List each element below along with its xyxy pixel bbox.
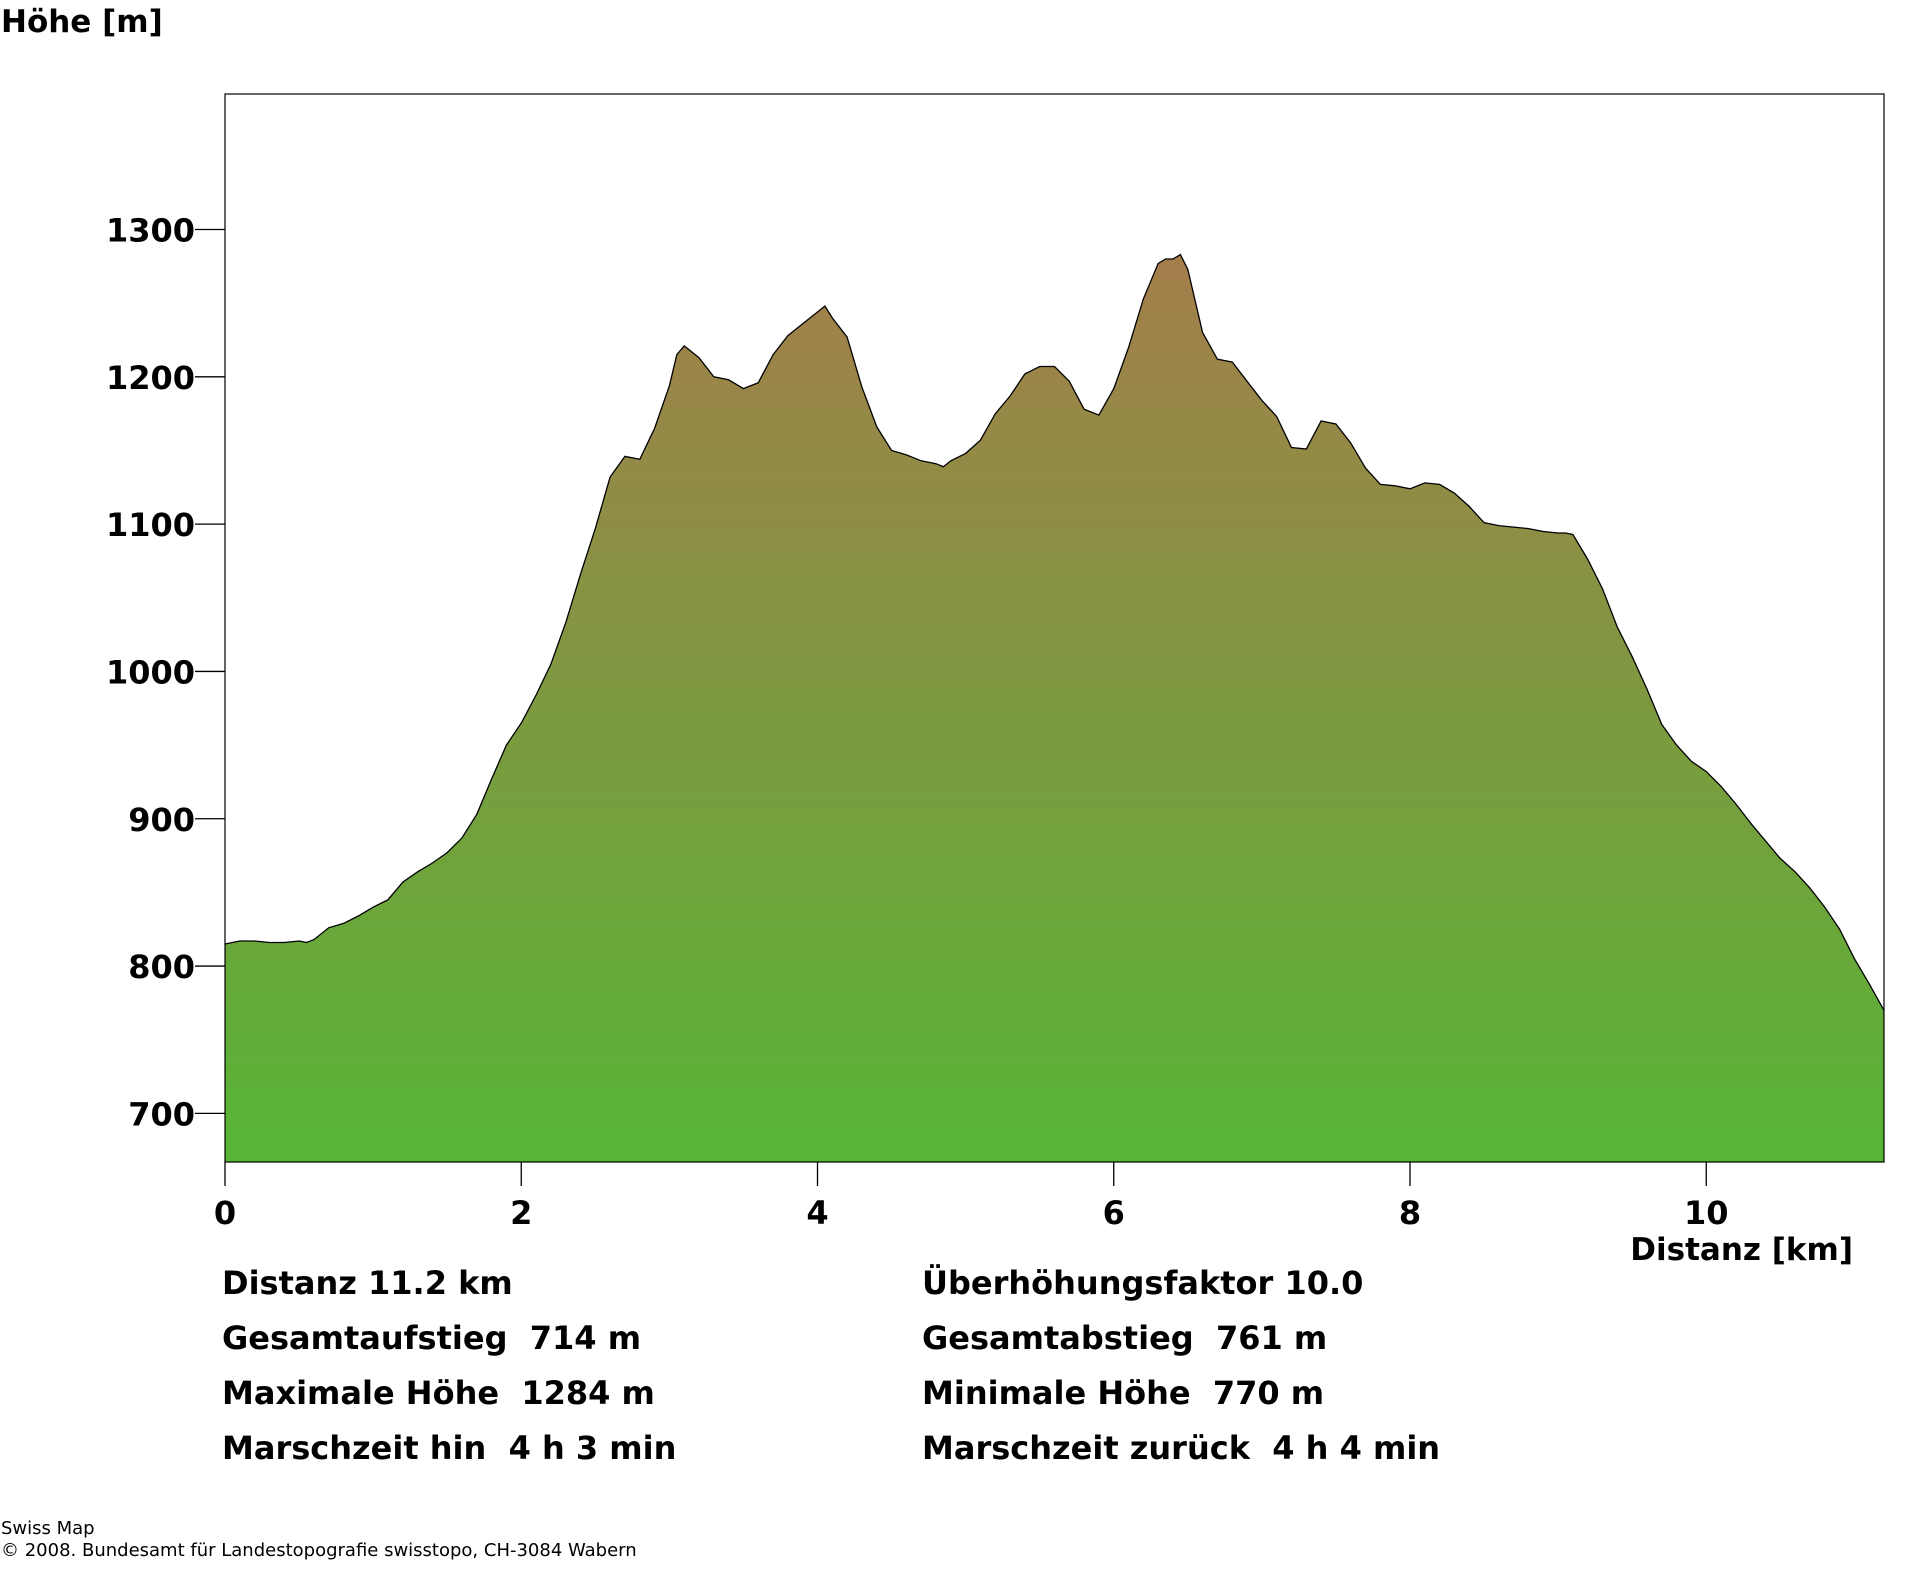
y-tick-label: 1000 (106, 653, 195, 691)
plot-area (224, 93, 1885, 1163)
stat-max-altitude: Maximale Höhe 1284 m (222, 1374, 655, 1412)
y-tick-label: 1300 (106, 212, 195, 250)
y-tick-label: 1200 (106, 359, 195, 397)
y-tick-label: 900 (128, 801, 195, 839)
elevation-line (224, 253, 1885, 1011)
footer-product: Swiss Map (1, 1518, 95, 1539)
x-axis: 0 2 4 6 8 10 (214, 1162, 1729, 1232)
y-axis: 700 800 900 1000 1100 1200 1300 (106, 212, 225, 1133)
stat-total-descent: Gesamtabstieg 761 m (922, 1319, 1328, 1357)
y-tick-label: 700 (128, 1095, 195, 1133)
x-axis-title: Distanz [km] (1630, 1232, 1853, 1268)
x-tick-label: 10 (1684, 1194, 1729, 1232)
x-tick-label: 6 (1103, 1194, 1125, 1232)
stat-min-altitude: Minimale Höhe 770 m (922, 1374, 1325, 1412)
stat-exaggeration-factor: Überhöhungsfaktor 10.0 (922, 1264, 1364, 1302)
y-tick-label: 800 (128, 948, 195, 986)
elevation-area (225, 254, 1884, 1163)
footer-credits: Swiss Map © 2008. Bundesamt für Landesto… (1, 1518, 637, 1562)
stat-walk-time-out: Marschzeit hin 4 h 3 min (222, 1429, 677, 1467)
stats-left-column: Distanz 11.2 km Gesamtaufstieg 714 m Max… (222, 1256, 676, 1476)
plot-frame (224, 93, 1885, 1163)
y-axis-title: Höhe [m] (1, 4, 163, 40)
stat-total-ascent: Gesamtaufstieg 714 m (222, 1319, 642, 1357)
x-tick-label: 0 (214, 1194, 236, 1232)
stats-right-column: Überhöhungsfaktor 10.0 Gesamtabstieg 761… (922, 1256, 1440, 1476)
x-tick-label: 2 (510, 1194, 532, 1232)
footer-copyright: © 2008. Bundesamt für Landestopografie s… (1, 1540, 637, 1561)
x-tick-label: 4 (806, 1194, 828, 1232)
stat-walk-time-back: Marschzeit zurück 4 h 4 min (922, 1429, 1441, 1467)
stat-distance: Distanz 11.2 km (222, 1264, 513, 1302)
x-tick-label: 8 (1399, 1194, 1421, 1232)
y-tick-label: 1100 (106, 506, 195, 544)
